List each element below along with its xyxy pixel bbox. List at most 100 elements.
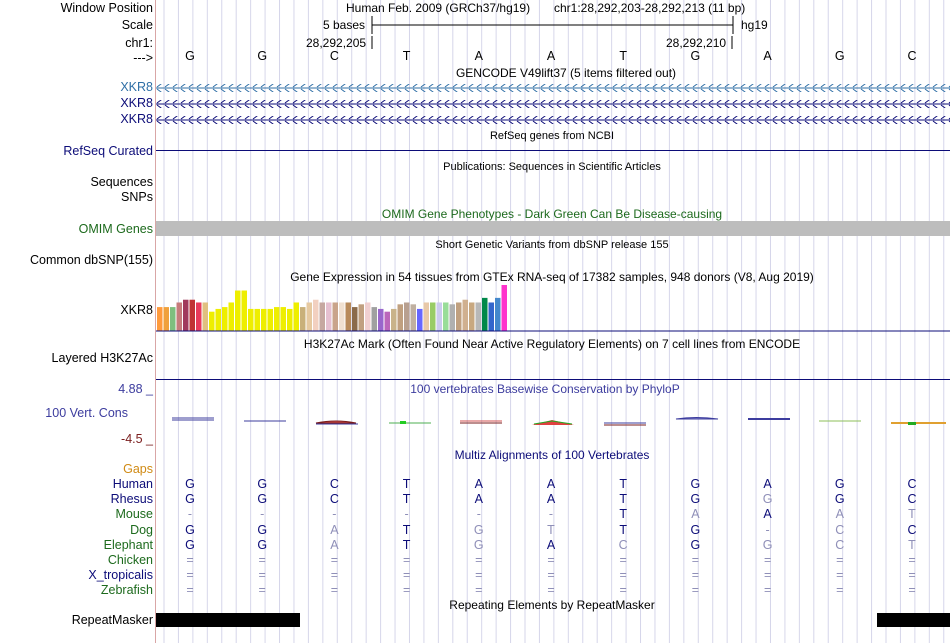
multiz-gaps-label[interactable]: Gaps bbox=[123, 462, 153, 476]
aligned-base: - bbox=[548, 507, 554, 522]
gtex-label[interactable]: XKR8 bbox=[120, 303, 153, 317]
reference-base: G bbox=[690, 49, 701, 63]
gtex-tissue-bar bbox=[254, 308, 260, 331]
refseq-label[interactable]: RefSeq Curated bbox=[63, 144, 153, 158]
aligned-base: = bbox=[330, 568, 339, 583]
species-label[interactable]: Human bbox=[112, 477, 153, 491]
aligned-base: = bbox=[475, 583, 483, 598]
repeat-element-left[interactable] bbox=[156, 613, 300, 627]
dbsnp-label[interactable]: Common dbSNP(155) bbox=[30, 253, 153, 267]
phylop-conservation-plot[interactable] bbox=[156, 410, 950, 430]
aligned-base: G bbox=[690, 522, 701, 537]
aligned-base: T bbox=[619, 522, 627, 537]
aligned-base: = bbox=[619, 583, 627, 598]
gtex-tissue-bar bbox=[306, 302, 312, 331]
refseq-gene-line[interactable] bbox=[156, 150, 950, 151]
gtex-tissue-bar bbox=[300, 307, 306, 331]
aligned-base: = bbox=[186, 553, 194, 567]
coord-left: 28,292,205 bbox=[306, 36, 367, 50]
aligned-base: T bbox=[908, 507, 916, 522]
omim-label[interactable]: OMIM Genes bbox=[78, 222, 153, 236]
aligned-base: = bbox=[836, 553, 844, 567]
aligned-base: A bbox=[546, 492, 556, 507]
gtex-tissue-bar bbox=[475, 302, 481, 331]
species-label[interactable]: Dog bbox=[130, 522, 153, 537]
aligned-base: = bbox=[619, 553, 627, 567]
aligned-base: = bbox=[691, 553, 700, 567]
gtex-tissue-bar bbox=[157, 307, 163, 331]
aligned-base: T bbox=[402, 492, 411, 507]
reference-base: C bbox=[907, 49, 917, 63]
aligned-base: = bbox=[908, 583, 916, 598]
aligned-base: G bbox=[473, 537, 484, 552]
gtex-tissue-bar bbox=[404, 302, 410, 331]
aligned-base: = bbox=[258, 553, 266, 567]
aligned-base: G bbox=[690, 477, 701, 491]
reference-base: T bbox=[402, 49, 411, 63]
aligned-base: C bbox=[835, 537, 845, 552]
aligned-base: = bbox=[330, 553, 339, 567]
gencode-gene-2-label[interactable]: XKR8 bbox=[120, 96, 153, 110]
gtex-tissue-bar bbox=[293, 302, 299, 331]
reference-base: A bbox=[546, 49, 556, 63]
gtex-tissue-bar bbox=[189, 299, 195, 331]
species-label[interactable]: Zebrafish bbox=[100, 583, 153, 598]
aligned-base: G bbox=[185, 477, 195, 491]
aligned-base: T bbox=[619, 477, 627, 491]
gtex-tissue-bar bbox=[170, 307, 176, 331]
publications-title: Publications: Sequences in Scientific Ar… bbox=[443, 161, 661, 173]
publications-snps-label[interactable]: SNPs bbox=[121, 190, 153, 204]
phylop-label[interactable]: 100 Vert. Cons bbox=[45, 406, 128, 420]
aligned-base: G bbox=[834, 492, 845, 507]
species-label[interactable]: Mouse bbox=[115, 507, 153, 522]
h3k27ac-label[interactable]: Layered H3K27Ac bbox=[51, 351, 153, 365]
repeat-element-right[interactable] bbox=[877, 613, 950, 627]
repeatmasker-title: Repeating Elements by RepeatMasker bbox=[449, 598, 655, 612]
aligned-base: = bbox=[330, 583, 339, 598]
gtex-tissue-bar bbox=[235, 290, 241, 331]
gtex-tissue-bar bbox=[319, 302, 325, 331]
gtex-tissue-bar bbox=[241, 290, 247, 331]
species-label[interactable]: X_tropicalis bbox=[88, 568, 153, 583]
gtex-tissue-bar bbox=[222, 307, 228, 331]
gtex-tissue-bar bbox=[430, 302, 436, 331]
multiz-title: Multiz Alignments of 100 Vertebrates bbox=[454, 448, 650, 462]
aligned-base: G bbox=[185, 522, 195, 537]
species-label[interactable]: Elephant bbox=[103, 537, 153, 552]
aligned-base: A bbox=[330, 522, 339, 537]
aligned-base: = bbox=[908, 553, 916, 567]
aligned-base: A bbox=[763, 477, 772, 491]
gtex-title: Gene Expression in 54 tissues from GTEx … bbox=[290, 270, 814, 284]
species-label[interactable]: Rhesus bbox=[110, 492, 153, 507]
aligned-base: = bbox=[836, 583, 844, 598]
repeatmasker-label[interactable]: RepeatMasker bbox=[71, 613, 153, 627]
aligned-base: T bbox=[547, 522, 555, 537]
omim-gene-bar[interactable] bbox=[156, 221, 950, 236]
aligned-base: G bbox=[257, 477, 268, 491]
aligned-base: C bbox=[618, 537, 628, 552]
gencode-gene-features[interactable] bbox=[156, 80, 950, 126]
gencode-gene-3-label[interactable]: XKR8 bbox=[120, 112, 153, 126]
aligned-base: G bbox=[762, 492, 773, 507]
gtex-tissue-bar bbox=[267, 308, 273, 331]
aligned-base: - bbox=[476, 507, 481, 522]
gencode-gene-1-label[interactable]: XKR8 bbox=[120, 80, 153, 94]
aligned-base: = bbox=[402, 568, 411, 583]
refseq-title: RefSeq genes from NCBI bbox=[489, 130, 615, 142]
gtex-tissue-bar bbox=[280, 307, 286, 331]
aligned-base: A bbox=[474, 492, 483, 507]
gtex-tissue-bar bbox=[469, 302, 475, 331]
gtex-tissue-bar bbox=[449, 304, 455, 331]
gtex-tissue-bar bbox=[501, 285, 507, 331]
publications-sequences-label[interactable]: Sequences bbox=[90, 175, 153, 189]
aligned-base: = bbox=[763, 553, 772, 567]
gtex-expression-bars[interactable] bbox=[156, 284, 950, 332]
dbsnp-title: Short Genetic Variants from dbSNP releas… bbox=[435, 239, 669, 251]
gtex-tissue-bar bbox=[176, 302, 182, 331]
aligned-base: G bbox=[834, 477, 845, 491]
gtex-tissue-bar bbox=[417, 308, 423, 331]
gtex-tissue-bar bbox=[202, 302, 208, 331]
species-label[interactable]: Chicken bbox=[107, 553, 153, 567]
aligned-base: = bbox=[475, 553, 483, 567]
